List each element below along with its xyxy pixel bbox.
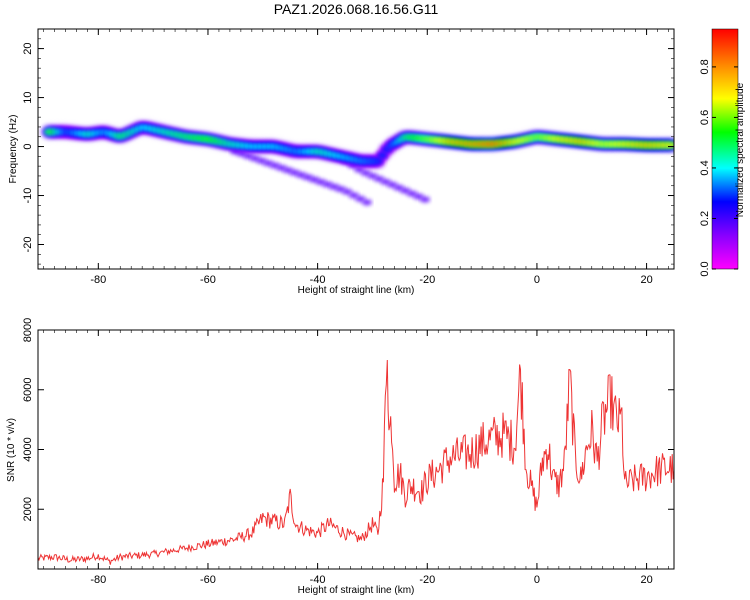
- y-tick-label: 6000: [22, 378, 34, 402]
- x-tick-label: -20: [419, 274, 435, 286]
- spectrogram-panel: -80 -60 -40 -20 0 20 -20 -10 0 10 20 Height of str…: [8, 28, 675, 296]
- y-tick-label: 20: [22, 42, 34, 54]
- colorbar-tick-label: 0.0: [699, 261, 711, 276]
- y-tick-label: 8000: [22, 318, 34, 342]
- x-tick-label: -40: [310, 574, 326, 586]
- snr-panel: -80 -60 -40 -20 0 20 2000 4000 6000 8000 Height o…: [6, 318, 675, 596]
- y-tick-label: 4000: [22, 437, 34, 461]
- colorbar-frame: [711, 28, 739, 270]
- heatmap-branch-cell: [348, 192, 359, 199]
- snr-plot-area: [38, 330, 674, 569]
- colorbar-tick-label: 0.4: [699, 160, 711, 175]
- snr-x-label: Height of straight line (km): [298, 585, 415, 596]
- colorbar: 0.0 0.2 0.4 0.6 0.8 Normalized spectral ampl…: [699, 28, 746, 277]
- spectrogram-frame: [37, 28, 675, 270]
- x-tick-label: 20: [640, 274, 652, 286]
- y-tick-label: 2000: [22, 497, 34, 521]
- colorbar-gradient: [712, 29, 738, 269]
- x-tick-label: -20: [419, 574, 435, 586]
- colorbar-label: Normalized spectral amplitude: [735, 82, 746, 217]
- figure-title: PAZ1.2026.068.16.56.G11: [274, 1, 439, 17]
- heatmap-branch-cell: [342, 188, 353, 195]
- x-tick-label: -60: [200, 574, 216, 586]
- colorbar-ticks: 0.0 0.2 0.4 0.6 0.8: [699, 59, 738, 277]
- x-tick-label: -80: [90, 274, 106, 286]
- x-tick-label: 20: [640, 574, 652, 586]
- y-tick-label: -10: [22, 188, 34, 204]
- spectrogram-heatmap: [39, 119, 674, 206]
- x-tick-label: -40: [310, 274, 326, 286]
- heatmap-ridge-cell: [391, 140, 400, 145]
- heatmap-branch-cell: [361, 199, 372, 206]
- y-tick-label: -20: [22, 237, 34, 253]
- colorbar-tick-label: 0.8: [699, 59, 711, 74]
- snr-ticks: -80 -60 -40 -20 0 20 2000 4000 6000 8000: [22, 318, 674, 586]
- heatmap-ridge-cell: [373, 159, 382, 164]
- spectrogram-ticks: -80 -60 -40 -20 0 20 -20 -10 0 10 20: [22, 28, 674, 286]
- colorbar-tick-label: 0.2: [699, 211, 711, 226]
- x-tick-label: 0: [534, 274, 540, 286]
- spectrogram-y-label: Frequency (Hz): [8, 115, 19, 184]
- snr-series-line: [38, 359, 674, 565]
- heatmap-branch-cell: [354, 166, 365, 173]
- heatmap-branch-cell: [420, 196, 431, 203]
- y-tick-label: 10: [22, 91, 34, 103]
- y-tick-label: 0: [22, 143, 34, 149]
- heatmap-ridge-cell: [378, 153, 387, 158]
- heatmap-ridge-cell: [395, 138, 404, 143]
- heatmap-branch-cell: [355, 195, 366, 202]
- snr-y-label: SNR (10 * v/v): [6, 418, 17, 482]
- x-tick-label: 0: [534, 574, 540, 586]
- heatmap-ridge-cell: [387, 143, 396, 148]
- x-tick-label: -80: [90, 574, 106, 586]
- spectrogram-x-label: Height of straight line (km): [298, 285, 415, 296]
- heatmap-ridge-cell: [382, 147, 391, 152]
- x-tick-label: -60: [200, 274, 216, 286]
- colorbar-tick-label: 0.6: [699, 110, 711, 125]
